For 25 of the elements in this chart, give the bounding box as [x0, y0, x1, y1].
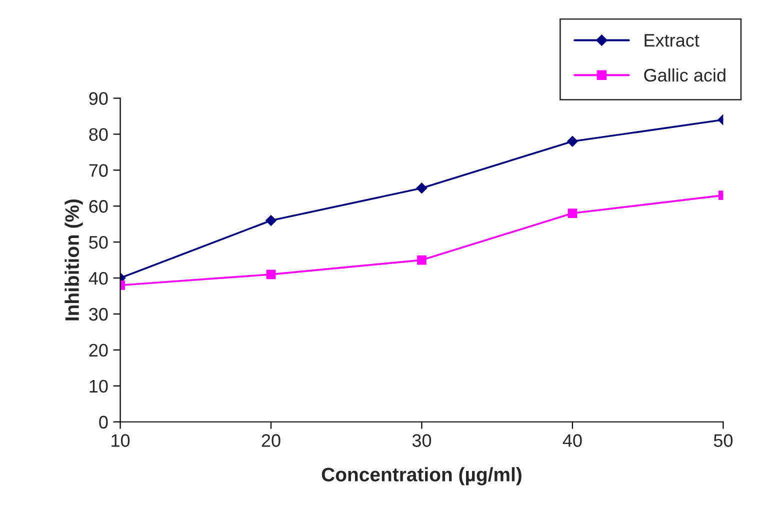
point	[417, 255, 426, 265]
y-tick-label: 0	[99, 416, 108, 429]
point	[567, 136, 578, 147]
point	[416, 182, 428, 194]
x-tick-label: 40	[562, 434, 582, 447]
x-tick-label: 30	[412, 434, 432, 447]
y-tick-label: 70	[89, 164, 108, 177]
y-tick-label: 10	[90, 380, 108, 393]
y-tick-label: 60	[89, 200, 108, 213]
y-tick-label: 80	[89, 128, 108, 141]
x-axis-title: Concentration (µg/ml)	[322, 467, 522, 486]
legend-label: Extract	[644, 34, 700, 47]
point	[266, 270, 276, 280]
y-tick-label: 40	[88, 272, 108, 285]
x-tick-label: 50	[714, 434, 733, 447]
legend-label: Gallic acid	[644, 68, 726, 82]
point	[266, 215, 276, 226]
y-axis-title: Inhibition (%)	[64, 199, 83, 320]
x-tick-label: 20	[262, 434, 280, 447]
y-tick-label: 50	[89, 236, 108, 249]
y-tick-label: 30	[89, 308, 108, 321]
y-tick-label: 20	[89, 344, 108, 357]
x-tick-label: 10	[112, 434, 130, 447]
y-tick-label: 90	[89, 92, 108, 105]
point	[568, 208, 578, 218]
